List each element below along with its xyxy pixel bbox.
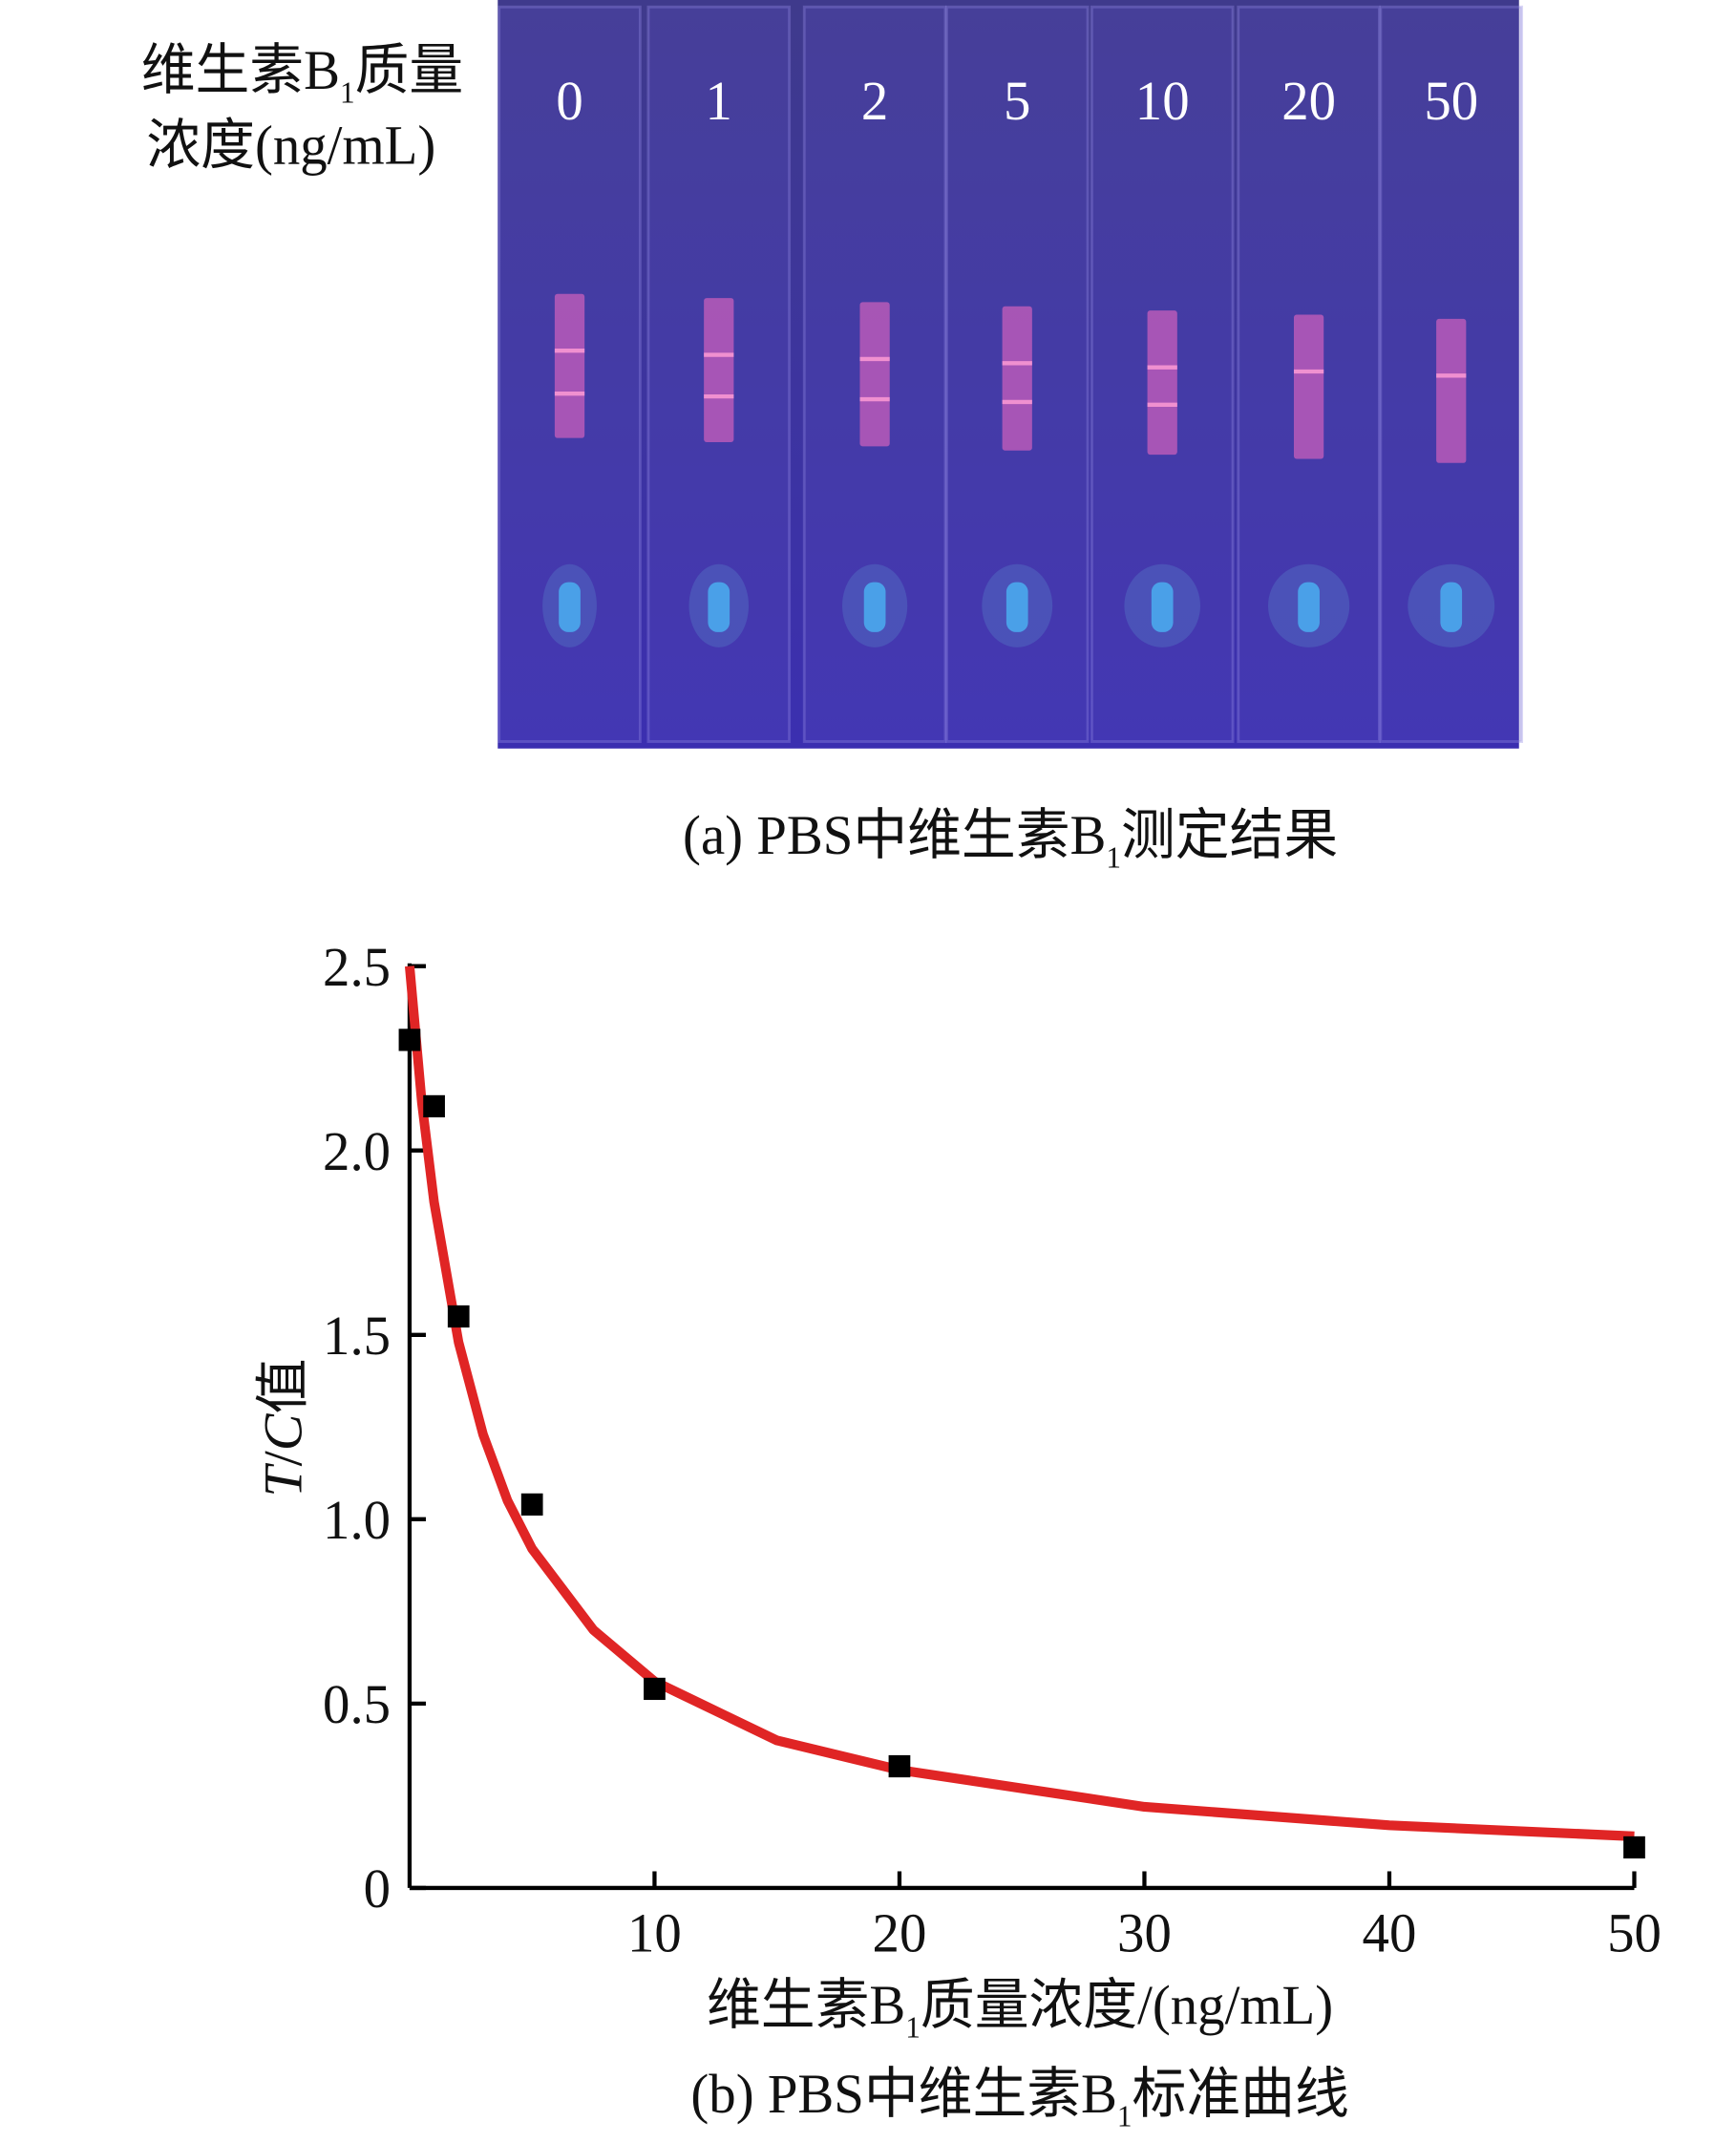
caption-text: (a) PBS中维生素B xyxy=(683,806,1106,867)
label-text: 维生素B xyxy=(707,1976,905,2037)
caption-text: (b) PBS中维生素B xyxy=(690,2065,1117,2126)
strip-label: 2 xyxy=(861,71,888,132)
data-point xyxy=(398,1029,421,1051)
y-tick-label: 0 xyxy=(364,1859,391,1920)
sample-pad xyxy=(863,582,886,632)
x-tick-label: 30 xyxy=(1117,1903,1172,1964)
panel-a-label: 浓度(ng/mL) xyxy=(146,116,435,177)
strip-window xyxy=(1002,306,1032,451)
strip-label: 1 xyxy=(706,71,732,132)
data-point xyxy=(447,1305,470,1328)
label-text: / xyxy=(254,1451,313,1466)
x-axis-label: 维生素B1质量浓度/(ng/mL) xyxy=(707,1976,1333,2045)
strip-label: 5 xyxy=(1004,71,1030,132)
data-point xyxy=(1623,1835,1645,1859)
x-tick-label: 20 xyxy=(873,1903,927,1964)
strip-label: 20 xyxy=(1281,71,1336,132)
sample-pad xyxy=(1151,582,1174,632)
plot: 0 0.5 1.0 1.5 2.0 2.5 10 20 30 40 50 xyxy=(323,937,1662,1963)
data-point xyxy=(423,1094,445,1118)
caption-text: 标准曲线 xyxy=(1133,2065,1349,2126)
sample-pad xyxy=(1298,582,1320,632)
y-tick-label: 1.5 xyxy=(323,1306,391,1368)
y-tick-label: 1.0 xyxy=(323,1491,391,1552)
strips: 0 1 2 5 10 20 50 xyxy=(498,5,1524,743)
y-tick-label: 0.5 xyxy=(323,1675,391,1736)
label-text: 质量浓度/(ng/mL) xyxy=(921,1976,1333,2037)
strip-label: 10 xyxy=(1135,71,1190,132)
caption-text: 测定结果 xyxy=(1121,806,1338,867)
label-text: 质量 xyxy=(355,40,464,101)
panel-a-label: 维生素B1质量 xyxy=(141,40,464,109)
fit-curve xyxy=(404,965,1635,1841)
strip-label: 50 xyxy=(1424,71,1478,132)
label-text: C xyxy=(254,1413,313,1451)
y-axis-label: T/C值 xyxy=(254,1358,313,1496)
sample-pad xyxy=(708,582,730,632)
y-tick-label: 2.0 xyxy=(323,1122,391,1183)
caption-a: (a) PBS中维生素B1测定结果 xyxy=(683,806,1338,875)
x-tick-label: 10 xyxy=(627,1903,682,1964)
strip-window xyxy=(554,293,585,438)
sample-pad xyxy=(559,582,581,632)
strip-window xyxy=(859,302,890,447)
sample-pad xyxy=(1006,582,1028,632)
label-sub: 1 xyxy=(905,2010,921,2044)
label-text: 值 xyxy=(254,1358,313,1413)
label-sub: 1 xyxy=(340,75,355,109)
x-tick-label: 40 xyxy=(1363,1903,1417,1964)
label-text: 维生素B xyxy=(141,40,340,101)
label-text: T xyxy=(254,1462,313,1496)
data-point xyxy=(888,1754,911,1778)
y-tick-label: 2.5 xyxy=(323,937,391,998)
caption-b: (b) PBS中维生素B1标准曲线 xyxy=(690,2065,1348,2133)
sample-pad xyxy=(1440,582,1463,632)
caption-sub: 1 xyxy=(1106,840,1121,874)
strip-window xyxy=(1293,314,1324,459)
strip-label: 0 xyxy=(556,71,582,132)
caption-sub: 1 xyxy=(1117,2099,1133,2132)
data-point xyxy=(520,1493,543,1516)
strip-window xyxy=(1436,318,1467,463)
strip-window xyxy=(704,298,734,443)
data-point xyxy=(644,1677,666,1701)
strip-window xyxy=(1147,310,1177,456)
x-tick-label: 50 xyxy=(1607,1903,1662,1964)
